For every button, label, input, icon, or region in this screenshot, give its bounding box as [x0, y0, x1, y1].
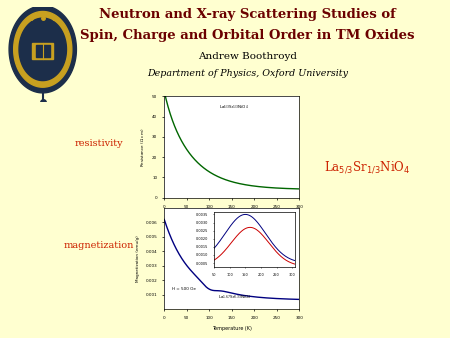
Text: Department of Physics, Oxford University: Department of Physics, Oxford University	[147, 69, 348, 78]
Text: La$_{5/3}$Sr$_{1/3}$NiO$_4$: La$_{5/3}$Sr$_{1/3}$NiO$_4$	[324, 160, 410, 175]
Text: La$_{5/3}$Sr$_{1/3}$NiO$_4$: La$_{5/3}$Sr$_{1/3}$NiO$_4$	[220, 103, 249, 111]
Text: H = 500 Oe: H = 500 Oe	[172, 287, 196, 291]
Y-axis label: Magnetization (emu/g): Magnetization (emu/g)	[136, 235, 140, 282]
Polygon shape	[32, 43, 54, 59]
Text: Neutron and X-ray Scattering Studies of: Neutron and X-ray Scattering Studies of	[99, 8, 396, 21]
Polygon shape	[14, 11, 72, 87]
Polygon shape	[19, 18, 67, 80]
X-axis label: Temperature (K): Temperature (K)	[212, 214, 252, 219]
Text: La$_{1.67}$Sr$_{0.33}$NiO$_4$: La$_{1.67}$Sr$_{0.33}$NiO$_4$	[218, 294, 251, 301]
Text: Andrew Boothroyd: Andrew Boothroyd	[198, 52, 297, 62]
Polygon shape	[9, 6, 77, 93]
X-axis label: Temperature (K): Temperature (K)	[212, 326, 252, 331]
Polygon shape	[36, 45, 50, 57]
Text: magnetization: magnetization	[64, 241, 134, 249]
Text: Spin, Charge and Orbital Order in TM Oxides: Spin, Charge and Orbital Order in TM Oxi…	[80, 29, 415, 42]
Text: resistivity: resistivity	[75, 139, 123, 148]
Y-axis label: Resistance ($\Omega$ cm): Resistance ($\Omega$ cm)	[140, 127, 147, 167]
